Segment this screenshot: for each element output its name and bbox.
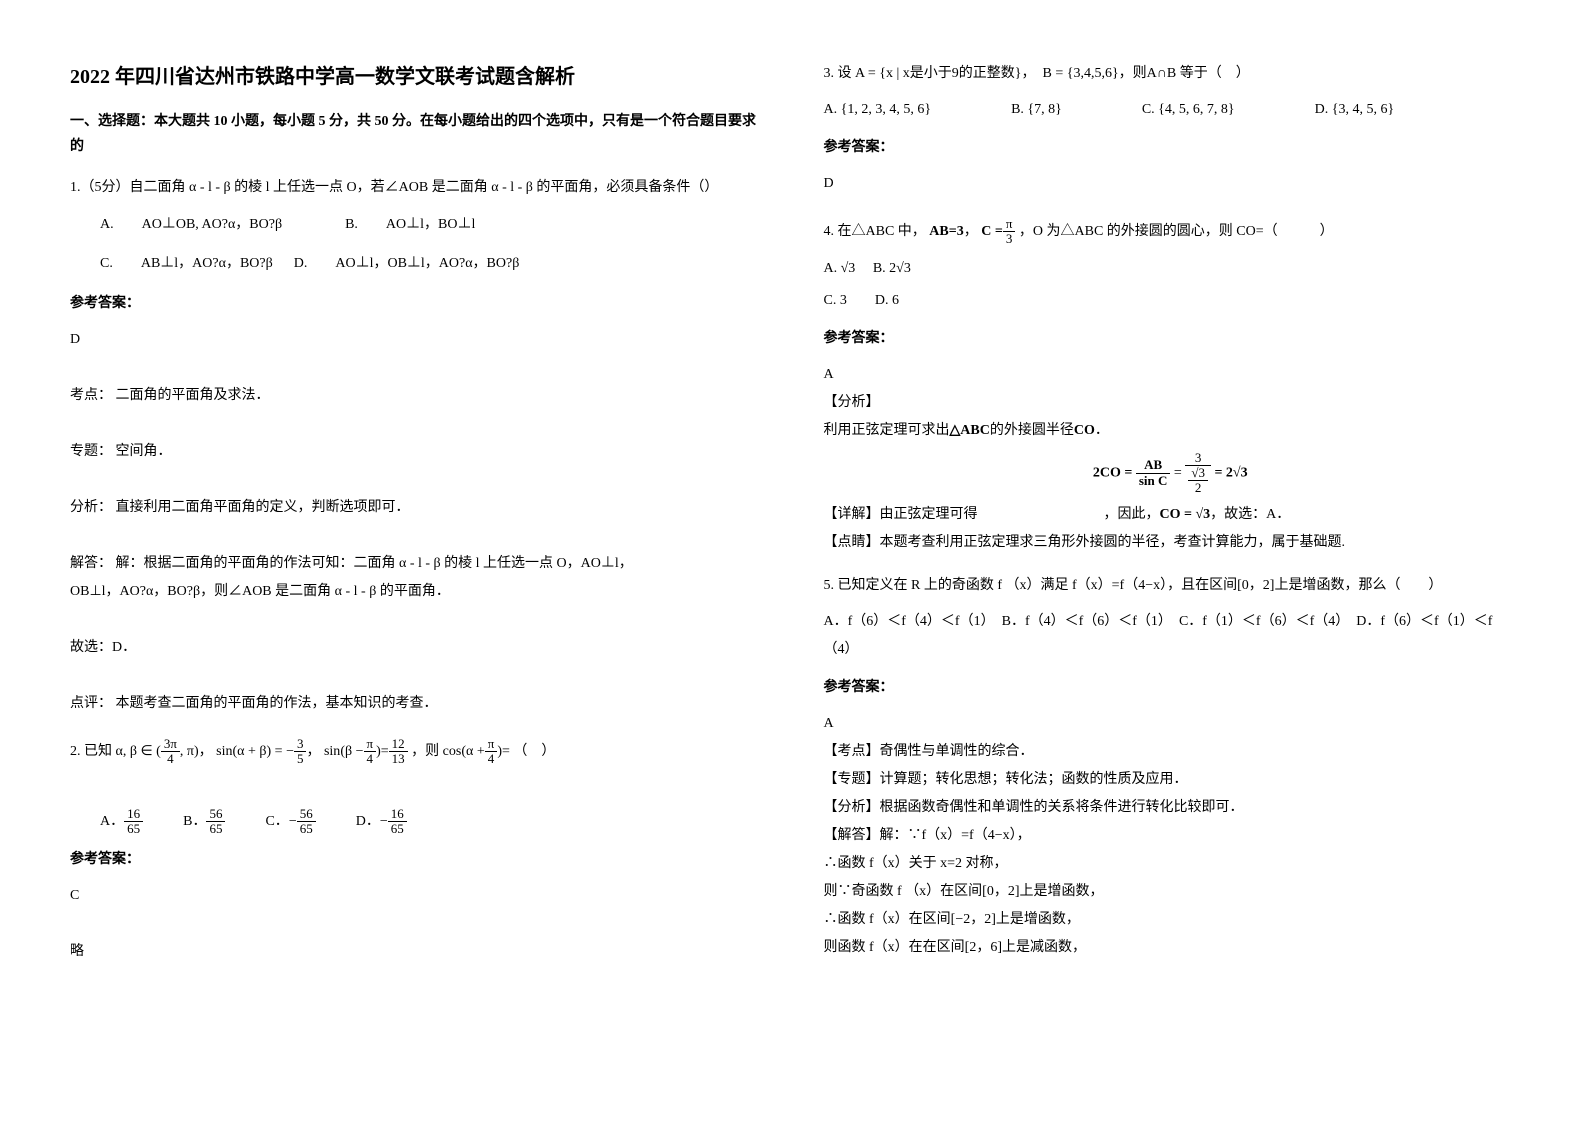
q4-answer-block: A 【分析】 利用正弦定理可求出△ABC的外接圆半径CO． 2CO = ABsi… <box>824 361 1518 558</box>
q2-cond2a: sin(α + β) = − <box>216 744 294 759</box>
q4-opt-c: C. 3 <box>824 293 847 308</box>
q2-tail: （ ） <box>513 744 555 759</box>
q5-answer-label: 参考答案： <box>824 674 1518 702</box>
q5-opt-a: A．f（6）＜f（4）＜f（1） <box>824 614 988 629</box>
q5-l5: ∴函数 f（x）关于 x=2 对称， <box>824 850 1518 878</box>
q5-l4: 【解答】解：∵f（x）=f（4−x）， <box>824 822 1518 850</box>
section-heading: 一、选择题：本大题共 10 小题，每小题 5 分，共 50 分。在每小题给出的四… <box>70 109 764 159</box>
q5-opt-c: C．f（1）＜f（6）＜f（4） <box>1179 614 1342 629</box>
right-column: 3. 设 A = {x | x是小于9的正整数}， B = {3,4,5,6}，… <box>794 60 1548 1102</box>
q4-ana2: 利用正弦定理可求出△ABC的外接圆半径CO． <box>824 417 1518 445</box>
q1-ana-6: 故选：D． <box>70 634 764 662</box>
q1-ana-5: OB⊥l，AO?α，BO?β，则∠AOB 是二面角 α - l - β 的平面角… <box>70 578 764 606</box>
q5-l2: 【专题】计算题；转化思想；转化法；函数的性质及应用． <box>824 766 1518 794</box>
q4-opt-b: B. <box>873 261 886 276</box>
q2-frac4: π4 <box>485 737 498 767</box>
q4-answer-label: 参考答案： <box>824 325 1518 353</box>
q4-text: 4. 在△ABC 中， AB=3， C =π3 ，O 为△ABC 的外接圆的圆心… <box>824 213 1518 251</box>
q2-opt-b: B．5665 <box>183 807 225 837</box>
q5-l6: 则∵奇函数 f （x）在区间[0，2]上是增函数， <box>824 878 1518 906</box>
q4-options-ab: A. √3 B. 2√3 <box>824 251 1518 287</box>
q4-options-cd: C. 3 D. 6 <box>824 287 1518 315</box>
q2-text: 2. 已知 α, β ∈ (3π4, π)， sin(α + β) = −35，… <box>70 733 764 771</box>
q3-opt-b: B. {7, 8} <box>1011 96 1062 124</box>
q1-opt-c: C. AB⊥l，AO?α，BO?β <box>100 256 273 271</box>
q1-opt-d: D. AO⊥l，OB⊥l，AO?α，BO?β <box>294 256 520 271</box>
q1-ana-1: 考点： 二面角的平面角及求法． <box>70 382 764 410</box>
q3-answer: D <box>824 170 1518 198</box>
q2-cond1a: α, β ∈ <box>116 744 153 759</box>
question-3: 3. 设 A = {x | x是小于9的正整数}， B = {3,4,5,6}，… <box>824 60 1518 198</box>
q2-answer-label: 参考答案： <box>70 846 764 874</box>
q1-ana-3: 分析： 直接利用二面角平面角的定义，判断选项即可． <box>70 494 764 522</box>
q3-options: A. {1, 2, 3, 4, 5, 6} B. {7, 8} C. {4, 5… <box>824 96 1518 124</box>
q2-frac3b: 1213 <box>389 737 408 767</box>
q5-l7: ∴函数 f（x）在区间[−2，2]上是增函数， <box>824 906 1518 934</box>
doc-title: 2022 年四川省达州市铁路中学高一数学文联考试题含解析 <box>70 60 764 89</box>
q5-opt-b: B．f（4）＜f（6）＜f（1） <box>1002 614 1165 629</box>
q3-text: 3. 设 A = {x | x是小于9的正整数}， B = {3,4,5,6}，… <box>824 60 1518 88</box>
q5-answer: A <box>824 710 1518 738</box>
q5-l8: 则函数 f（x）在在区间[2，6]上是减函数， <box>824 934 1518 962</box>
q1-options: A. AO⊥OB, AO?α，BO?β B. AO⊥l，BO⊥l <box>100 210 764 241</box>
q1-options-2: C. AB⊥l，AO?α，BO?β D. AO⊥l，OB⊥l，AO?α，BO?β <box>100 249 764 280</box>
q4-equation: 2CO = ABsin C = 3 √32 = 2√3 <box>824 451 1518 496</box>
q4-ana1: 【分析】 <box>824 389 1518 417</box>
q2-skip: 略 <box>70 938 764 966</box>
q4-answer: A <box>824 361 1518 389</box>
q2-opt-c: C．−5665 <box>265 807 315 837</box>
q2-prefix: 2. 已知 <box>70 744 112 759</box>
q3-opt-c: C. {4, 5, 6, 7, 8} <box>1142 96 1235 124</box>
q4-opt-a: A. <box>824 261 838 276</box>
q5-text: 5. 已知定义在 R 上的奇函数 f （x）满足 f（x）=f（4−x），且在区… <box>824 572 1518 600</box>
q2-cond3a: sin <box>324 744 340 759</box>
q2-answer: C <box>70 882 764 910</box>
q5-options: A．f（6）＜f（4）＜f（1） B．f（4）＜f（6）＜f（1） C．f（1）… <box>824 608 1518 664</box>
question-1: 1.（5分）自二面角 α - l - β 的棱 l 上任选一点 O，若∠AOB … <box>70 174 764 718</box>
q4-ana4: 【点睛】本题考查利用正弦定理求三角形外接圆的半径，考查计算能力，属于基础题. <box>824 529 1518 557</box>
q3-answer-label: 参考答案： <box>824 134 1518 162</box>
q2-frac3a: π4 <box>364 737 377 767</box>
q2-cond4a: ，则 <box>411 744 439 759</box>
q2-cond1b: , π <box>180 744 194 759</box>
q3-opt-d: D. {3, 4, 5, 6} <box>1315 96 1395 124</box>
q2-answer-block: C 略 <box>70 882 764 966</box>
q4-opt-d: D. 6 <box>875 293 899 308</box>
q2-cond3b: β − <box>345 744 364 759</box>
q2-cond3c: = <box>381 744 389 759</box>
q2-cond4c: α + <box>466 744 485 759</box>
q1-ana-4: 解答： 解：根据二面角的平面角的作法可知：二面角 α - l - β 的棱 l … <box>70 550 764 578</box>
q2-frac1: 3π4 <box>161 737 180 767</box>
q2-opt-a: A．1665 <box>100 807 143 837</box>
q1-answer-label: 参考答案： <box>70 290 764 318</box>
q2-options: A．1665 B．5665 C．−5665 D．−1665 <box>100 807 764 837</box>
left-column: 2022 年四川省达州市铁路中学高一数学文联考试题含解析 一、选择题：本大题共 … <box>40 60 794 1102</box>
question-2: 2. 已知 α, β ∈ (3π4, π)， sin(α + β) = −35，… <box>70 733 764 966</box>
q5-answer-block: A 【考点】奇偶性与单调性的综合． 【专题】计算题；转化思想；转化法；函数的性质… <box>824 710 1518 962</box>
question-4: 4. 在△ABC 中， AB=3， C =π3 ，O 为△ABC 的外接圆的圆心… <box>824 213 1518 557</box>
question-5: 5. 已知定义在 R 上的奇函数 f （x）满足 f（x）=f（4−x），且在区… <box>824 572 1518 962</box>
q2-opt-d: D．−1665 <box>356 807 407 837</box>
q3-opt-a: A. {1, 2, 3, 4, 5, 6} <box>824 96 932 124</box>
q1-opt-a: A. AO⊥OB, AO?α，BO?β <box>100 217 282 232</box>
q2-cond4d: = <box>502 744 510 759</box>
q5-l3: 【分析】根据函数奇偶性和单调性的关系将条件进行转化比较即可． <box>824 794 1518 822</box>
q5-l1: 【考点】奇偶性与单调性的综合． <box>824 738 1518 766</box>
q2-frac2: 35 <box>294 737 307 767</box>
q2-cond4b: cos <box>443 744 462 759</box>
q4-ana3: 【详解】由正弦定理可得 ，因此，CO = √3，故选：A． <box>824 501 1518 529</box>
q1-answer-block: D 考点： 二面角的平面角及求法． 专题： 空间角． 分析： 直接利用二面角平面… <box>70 326 764 718</box>
q1-ana-2: 专题： 空间角． <box>70 438 764 466</box>
q1-answer: D <box>70 326 764 354</box>
q1-opt-b: B. AO⊥l，BO⊥l <box>345 217 475 232</box>
q1-text: 1.（5分）自二面角 α - l - β 的棱 l 上任选一点 O，若∠AOB … <box>70 174 764 202</box>
q1-ana-7: 点评： 本题考查二面角的平面角的作法，基本知识的考查． <box>70 690 764 718</box>
